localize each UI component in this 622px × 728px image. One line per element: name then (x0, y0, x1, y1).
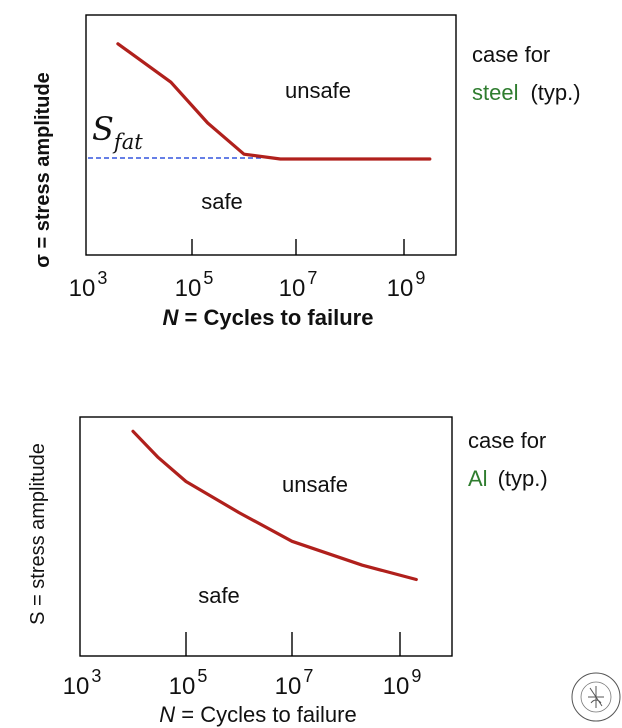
case-note-line1: case for (468, 428, 546, 453)
university-seal-logo (571, 672, 621, 722)
plot-frame (85, 14, 457, 256)
unsafe-region-label: unsafe (285, 78, 351, 103)
x-axis-label: N = Cycles to failure (163, 305, 374, 330)
material-name: Al (468, 466, 488, 491)
case-note-line1: case for (472, 42, 550, 67)
x-axis-label: N = Cycles to failure (159, 702, 356, 727)
case-note-line2: steel (typ.) (472, 80, 581, 105)
x-tick-label: 10 7 (275, 666, 314, 700)
plot-frame (79, 416, 453, 657)
material-name: steel (472, 80, 518, 105)
x-tick-label: 10 5 (175, 268, 214, 302)
case-note-line2: Al (typ.) (468, 466, 548, 491)
x-tick-label: 10 7 (279, 268, 318, 302)
y-axis-label: S = stress amplitude (27, 443, 49, 625)
y-axis-label: σ = stress amplitude (32, 72, 54, 267)
x-tick-label: 10 9 (387, 268, 426, 302)
aluminum-sn-chart: 10 3 10 5 10 7 10 9 unsafe safe S = stress ampl… (27, 416, 548, 727)
x-tick-label: 10 5 (169, 666, 208, 700)
x-tick-label: 10 3 (69, 268, 108, 302)
sn-curve (131, 429, 418, 582)
x-tick-label: 10 3 (63, 666, 102, 700)
fatigue-limit-label: Sfat (92, 110, 143, 154)
safe-region-label: safe (201, 189, 243, 214)
steel-sn-chart: 10 3 10 5 10 7 10 9 Sfat unsafe safe σ = stress… (32, 14, 581, 330)
sn-curve (116, 42, 432, 161)
unsafe-region-label: unsafe (282, 472, 348, 497)
safe-region-label: safe (198, 583, 240, 608)
x-tick-label: 10 9 (383, 666, 422, 700)
